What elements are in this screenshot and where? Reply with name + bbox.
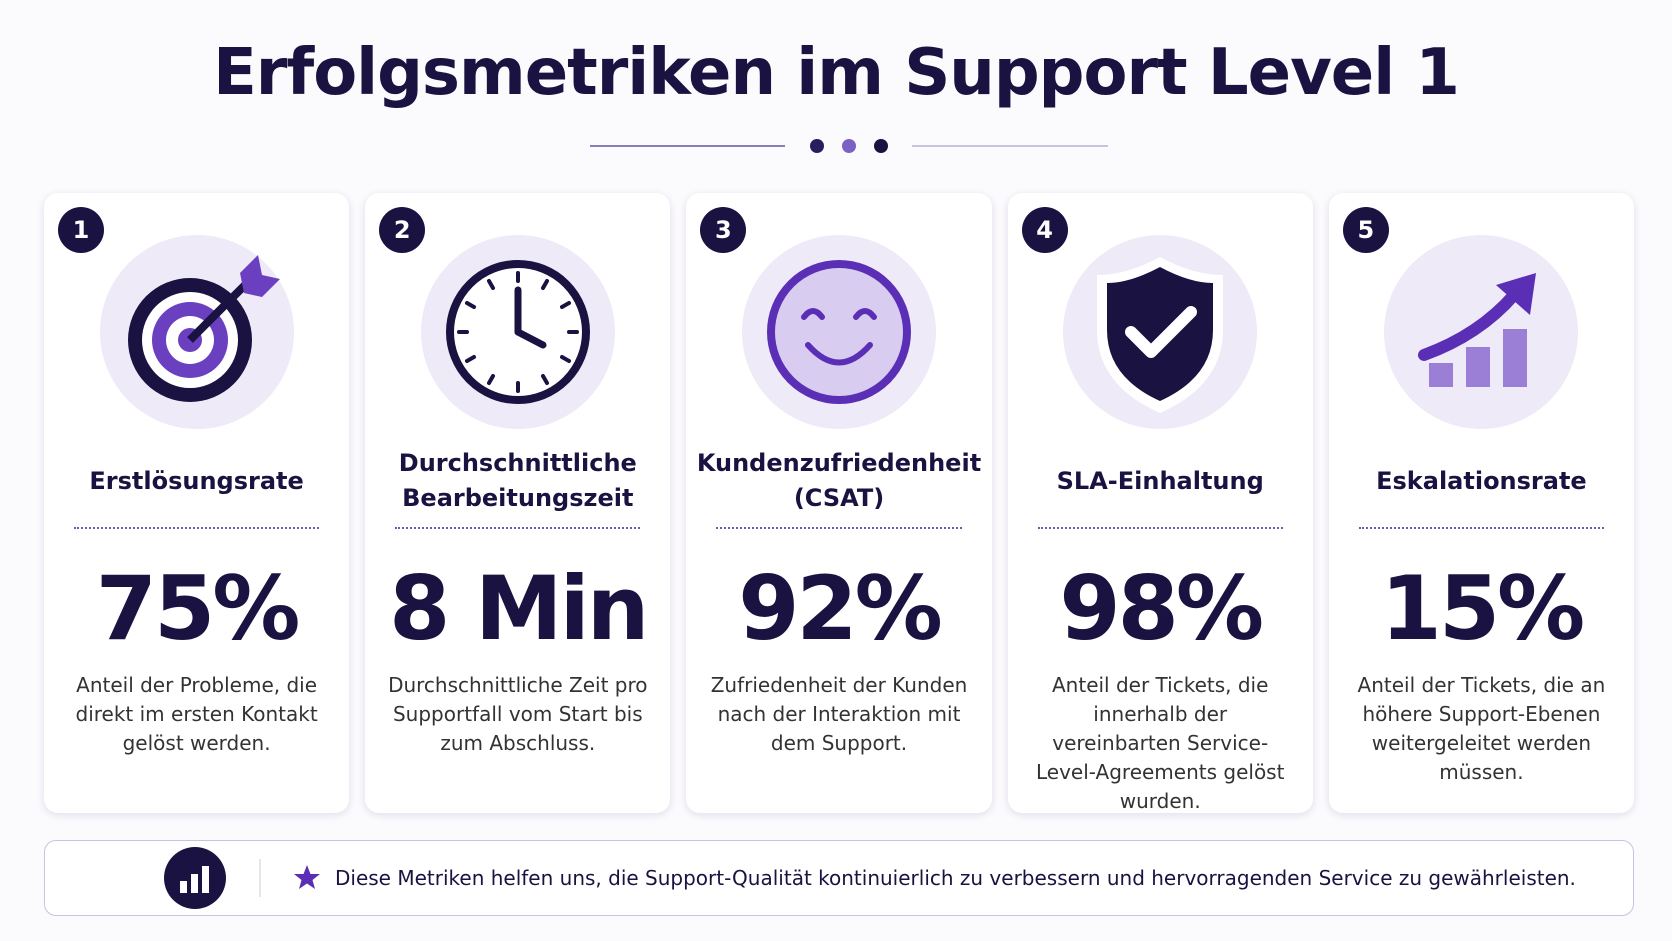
icon-shape (486, 374, 495, 385)
metric-value: 75% (95, 556, 301, 660)
metric-description: Durchschnittliche Zeit pro Supportfall v… (388, 673, 648, 755)
shield-icon (1063, 235, 1258, 429)
icon-shape (801, 308, 825, 320)
icon-shape (767, 260, 911, 404)
metric-card: 4 SLA-Einhaltung 98% Anteil der Tickets,… (1007, 193, 1313, 813)
icon-shape (486, 279, 495, 290)
footer: Diese Metriken helfen uns, die Support-Q… (44, 840, 1634, 916)
icon-shape (456, 271, 579, 393)
icon-shape (514, 328, 547, 349)
icon-shape (202, 866, 209, 893)
growth-icon (1384, 235, 1579, 429)
icon-shape (239, 255, 280, 297)
clock-icon (420, 235, 615, 429)
icon-shape (294, 865, 320, 889)
divider (590, 139, 1108, 153)
badge: 5 (1342, 207, 1389, 253)
icon-shape (191, 874, 198, 893)
badge: 2 (379, 207, 426, 253)
icon-shape (1107, 267, 1214, 401)
dotted-line (395, 527, 641, 529)
icon-shape (853, 308, 877, 320)
badge: 1 (58, 207, 104, 253)
metric-description: Zufriedenheit der Kunden nach der Intera… (710, 673, 968, 755)
icon-shape (540, 279, 549, 290)
icon-shape (1466, 347, 1491, 387)
dotted-line (1037, 527, 1283, 529)
metric-card: 3 Kundenzufriedenheit (CSAT) 92% Zufried… (686, 193, 992, 813)
icon-shape (464, 355, 476, 363)
icon-shape (464, 301, 476, 309)
metric-label: Durchschnittliche Bearbeitungszeit (398, 449, 637, 512)
metric-card: 1 Erstlösungsrate 75% Anteil der Problem… (44, 193, 350, 813)
icon-shape (180, 881, 187, 893)
metric-description: Anteil der Tickets, die innerhalb der ve… (1035, 673, 1285, 813)
icon-shape (1418, 289, 1521, 361)
icon-shape (1125, 306, 1198, 358)
footer-text: Diese Metriken helfen uns, die Support-Q… (335, 866, 1576, 890)
metric-description: Anteil der Tickets, die an höhere Suppor… (1357, 673, 1606, 784)
metric-description: Anteil der Probleme, die direkt im erste… (75, 673, 318, 755)
footer-icons (164, 847, 320, 909)
metric-value: 98% (1059, 556, 1264, 660)
icon-shape (801, 308, 877, 366)
icon-shape (1429, 363, 1454, 387)
badge: 4 (1021, 207, 1068, 253)
dotted-line (716, 527, 962, 529)
metric-label: Erstlösungsrate (89, 466, 304, 495)
metric-value: 92% (738, 556, 943, 660)
badge: 3 (700, 207, 747, 253)
title: Erfolgsmetriken im Support Level 1 (213, 36, 1460, 110)
icon-shape (186, 279, 251, 343)
metric-value: 8 Min (389, 556, 649, 660)
icon-shape (559, 301, 571, 309)
icon-shape (540, 374, 549, 385)
icon-shape (559, 355, 571, 363)
icon-shape (842, 139, 856, 153)
target-icon (99, 235, 294, 429)
metric-card: 2 Durchschnittliche Bearbeitungszeit 8 M… (365, 193, 671, 813)
icon-shape (805, 342, 873, 366)
metric-label: Kundenzufriedenheit (CSAT) (696, 449, 982, 512)
metric-value: 15% (1380, 556, 1586, 660)
dotted-line (1358, 527, 1605, 529)
dotted-line (74, 527, 320, 529)
smiley-icon (742, 235, 936, 429)
metric-label: SLA-Einhaltung (1056, 466, 1264, 495)
cards: 1 Erstlösungsrate 75% Anteil der Problem… (44, 193, 1635, 813)
metric-card: 5 Eskalationsrate 15% Anteil der Tickets… (1328, 193, 1635, 813)
icon-shape (1503, 329, 1528, 387)
metric-label: Eskalationsrate (1376, 466, 1587, 495)
icon-shape (1496, 273, 1537, 315)
icon-shape (874, 139, 888, 153)
icon-shape (810, 139, 824, 153)
